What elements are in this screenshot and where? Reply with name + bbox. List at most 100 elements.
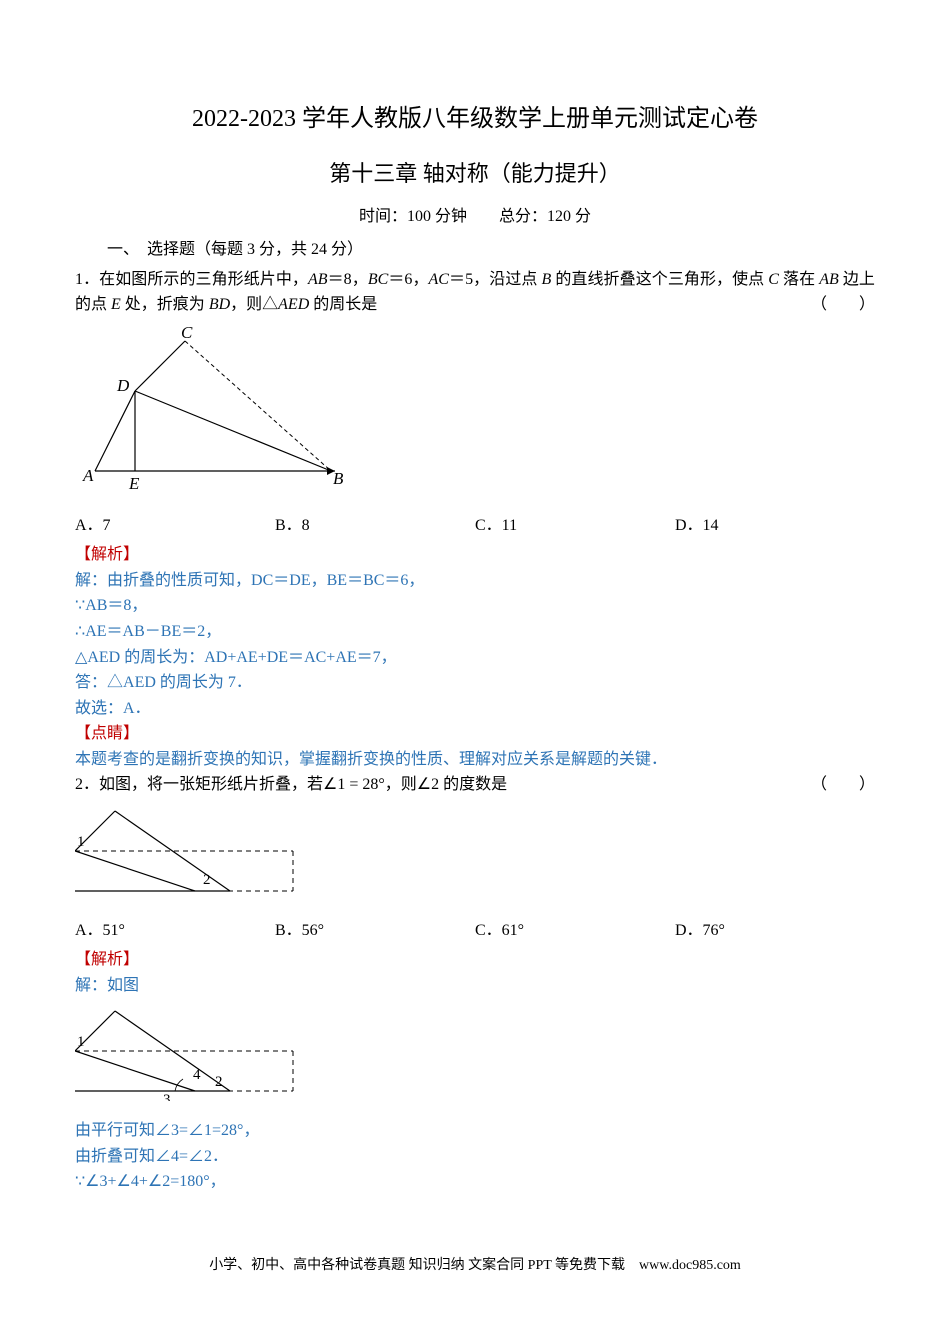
- q1-bc: BC: [368, 271, 388, 288]
- q2-text-b: ，则: [385, 776, 417, 793]
- q1-sol1-6: ＝6，: [384, 572, 424, 589]
- q1-sol4-ae2: AE: [236, 649, 257, 666]
- title-main: 2022-2023 学年人教版八年级数学上册单元测试定心卷: [75, 100, 875, 138]
- meta-line: 时间：100 分钟 总分：120 分: [75, 204, 875, 230]
- q1-optD: D．14: [675, 513, 875, 539]
- q1-sol1-eq2: ＝: [347, 572, 363, 589]
- q1-sol4b: 的周长为：: [120, 649, 204, 666]
- q1-sol1-be: BE: [327, 572, 347, 589]
- q2-optD: D．76°: [675, 918, 875, 944]
- q1-sol2a: ∵: [75, 597, 85, 614]
- fig3-l3: 3: [163, 1092, 171, 1101]
- fig1-C: C: [181, 326, 193, 342]
- fig1-E: E: [128, 474, 140, 493]
- q1-sol4-ae3: AE: [335, 649, 356, 666]
- q1-sol4-p1: +: [227, 649, 236, 666]
- q1-sol4-de2: DE: [267, 649, 288, 666]
- q1-sol3: ∴AE＝AB－BE＝2，: [75, 619, 875, 645]
- q2-optA: A．51°: [75, 918, 275, 944]
- fig1-B: B: [333, 469, 344, 488]
- q1-sol3-end: ＝2，: [181, 623, 221, 640]
- q1-sol4-ac: AC: [304, 649, 326, 666]
- q1-sol3-eq: ＝: [107, 623, 123, 640]
- q1-e: E: [111, 296, 121, 313]
- q1-after5: 落在: [779, 271, 819, 288]
- q1-optA: A．7: [75, 513, 275, 539]
- q2-text-a: 2．如图，将一张矩形纸片折叠，若: [75, 776, 323, 793]
- q2-ang2: ∠2: [417, 776, 439, 793]
- q1-sol4-p3: +: [326, 649, 335, 666]
- q1-sol1-c: ，: [311, 572, 327, 589]
- fig1-A: A: [82, 466, 94, 485]
- title-sub: 第十三章 轴对称（能力提升）: [75, 156, 875, 191]
- q1-sol4-ad: AD: [204, 649, 227, 666]
- q1-after9: 的周长是: [309, 296, 377, 313]
- q1-eq1: ＝8，: [328, 271, 368, 288]
- q1-sol4-aed: AED: [87, 649, 120, 666]
- q1-c: C: [768, 271, 779, 288]
- q1-sol1-de: DE: [289, 572, 310, 589]
- q1-prefix: 1．在如图所示的三角形纸片中，: [75, 271, 308, 288]
- q2-sol3: 由折叠可知∠4=∠2．: [75, 1144, 875, 1170]
- q1-after7: 处，折痕为: [121, 296, 209, 313]
- q1-paren: （ ）: [811, 292, 875, 318]
- q1-bd: BD: [209, 296, 230, 313]
- q2-sol1: 解：如图: [75, 973, 875, 999]
- fig3-l2: 2: [215, 1074, 223, 1090]
- q1-after4: 的直线折叠这个三角形，使点: [551, 271, 768, 288]
- q2-sol2: 由平行可知∠3=∠1=28°，: [75, 1118, 875, 1144]
- q1-sol1a: 解：由折叠的性质可知，: [75, 572, 251, 589]
- q2-optC: C．61°: [475, 918, 675, 944]
- q1-sol4: △AED 的周长为：AD+AE+DE＝AC+AE＝7，: [75, 645, 875, 671]
- q1-sol2b: ＝8，: [107, 597, 147, 614]
- q1-after8: ，则△: [230, 296, 278, 313]
- q1-sol1: 解：由折叠的性质可知，DC＝DE，BE＝BC＝6，: [75, 568, 875, 594]
- q1-analysis-label: 【解析】: [75, 542, 875, 568]
- q1-sol1-bc: BC: [363, 572, 384, 589]
- q1-sol2: ∵AB＝8，: [75, 593, 875, 619]
- q1-sol4-end: ＝7，: [357, 649, 397, 666]
- figure-fold-1: 1 2: [75, 806, 875, 910]
- figure-triangle: A B C D E: [75, 326, 875, 505]
- q1-sol5-end: 的周长为 7．: [156, 674, 252, 691]
- q1-ac: AC: [429, 271, 449, 288]
- q2-optB: B．56°: [275, 918, 475, 944]
- q1-text: 1．在如图所示的三角形纸片中，AB＝8，BC＝6，AC＝5，沿过点 B 的直线折…: [75, 267, 875, 318]
- figure-fold-2: 1 2 3 4: [75, 1006, 875, 1110]
- q1-sol2-ab: AB: [85, 597, 107, 614]
- q1-key-label: 【点睛】: [75, 721, 875, 747]
- q1-ab2: AB: [819, 271, 839, 288]
- q2-paren: （ ）: [811, 772, 875, 798]
- q2-sol4: ∵∠3+∠4+∠2=180°，: [75, 1169, 875, 1195]
- q1-eq2: ＝6，: [388, 271, 428, 288]
- q1-sol4-p2: +: [258, 649, 267, 666]
- q1-sol5a: 答：△: [75, 674, 123, 691]
- q1-ab: AB: [308, 271, 328, 288]
- fig1-D: D: [116, 376, 130, 395]
- q1-b: B: [542, 271, 552, 288]
- fig3-l1: 1: [77, 1034, 85, 1050]
- q1-sol3-be: BE: [161, 623, 181, 640]
- fig3-l4: 4: [193, 1067, 201, 1083]
- q1-optB: B．8: [275, 513, 475, 539]
- q1-sol4-eq2: ＝: [288, 649, 304, 666]
- q1-sol3-ae: AE: [85, 623, 106, 640]
- q1-sol5: 答：△AED 的周长为 7．: [75, 670, 875, 696]
- q1-key-text: 本题考查的是翻折变换的知识，掌握翻折变换的性质、理解对应关系是解题的关键．: [75, 747, 875, 773]
- q1-eq3: ＝5，沿过点: [449, 271, 542, 288]
- q1-sol3a: ∴: [75, 623, 85, 640]
- q1-aed: AED: [278, 296, 309, 313]
- q1-sol1-eq: ＝: [273, 572, 289, 589]
- page-footer: 小学、初中、高中各种试卷真题 知识归纳 文案合同 PPT 等免费下载 www.d…: [75, 1255, 875, 1277]
- q2-text: 2．如图，将一张矩形纸片折叠，若∠1 = 28°，则∠2 的度数是 （ ）: [75, 772, 875, 798]
- q1-sol4a: △: [75, 649, 87, 666]
- q2-options: A．51° B．56° C．61° D．76°: [75, 918, 875, 944]
- q2-text-c: 的度数是: [439, 776, 507, 793]
- q2-analysis-label: 【解析】: [75, 947, 875, 973]
- fig2-l1: 1: [77, 834, 85, 850]
- fig2-l2: 2: [203, 872, 211, 888]
- q1-sol1-dc: DC: [251, 572, 273, 589]
- q1-options: A．7 B．8 C．11 D．14: [75, 513, 875, 539]
- q1-optC: C．11: [475, 513, 675, 539]
- q1-sol5-aed: AED: [123, 674, 156, 691]
